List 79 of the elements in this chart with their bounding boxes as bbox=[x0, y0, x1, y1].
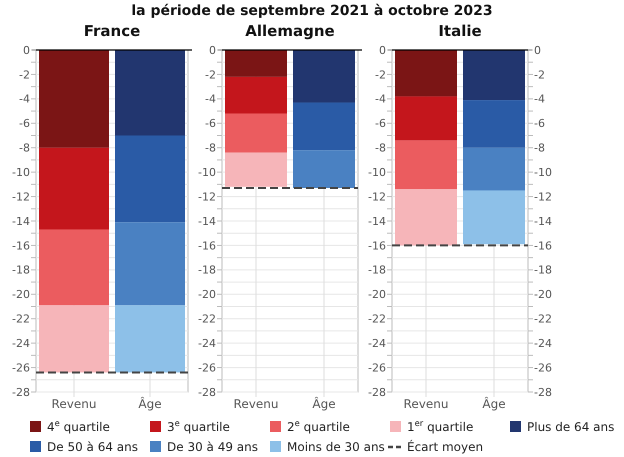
y2-tick-label: -2 bbox=[534, 68, 545, 82]
y-tick-label: -24 bbox=[198, 336, 216, 350]
x-tick-label: Âge bbox=[312, 396, 336, 411]
y-tick-label: -8 bbox=[19, 142, 30, 155]
y2-tick-label: -12 bbox=[534, 190, 552, 204]
y-tick-label: -22 bbox=[12, 312, 30, 326]
chart-title: France bbox=[84, 22, 140, 40]
y-tick-label: -24 bbox=[368, 336, 386, 350]
y-tick-label: -10 bbox=[198, 166, 216, 179]
y2-tick-label: -22 bbox=[534, 312, 552, 326]
legend-label: 1$^{er}$ quartile bbox=[407, 418, 474, 434]
y2-tick-label: -16 bbox=[534, 239, 552, 252]
y-tick-label: -2 bbox=[375, 68, 386, 82]
y2-tick-label: -8 bbox=[534, 142, 545, 155]
y2-tick-label: -14 bbox=[534, 214, 552, 228]
y-tick-label: -14 bbox=[198, 214, 216, 228]
y-tick-label: -20 bbox=[368, 288, 386, 302]
y-tick-label: -28 bbox=[198, 386, 216, 399]
y-tick-label: -2 bbox=[19, 68, 30, 82]
x-tick-label: Revenu bbox=[404, 397, 448, 411]
legend-label: De 30 à 49 ans bbox=[167, 440, 258, 454]
legend-label: Écart moyen bbox=[407, 439, 484, 454]
y2-tick-label: -24 bbox=[534, 336, 552, 350]
y-tick-label: -4 bbox=[375, 92, 386, 106]
y-tick-label: -6 bbox=[205, 117, 216, 130]
y-tick-label: -8 bbox=[375, 142, 386, 155]
y-tick-label: -26 bbox=[368, 361, 386, 374]
y-tick-label: -26 bbox=[12, 361, 30, 374]
y-tick-label: -12 bbox=[12, 190, 30, 204]
y-tick-label: -12 bbox=[198, 190, 216, 204]
y-tick-label: 0 bbox=[379, 44, 386, 57]
y-tick-label: -12 bbox=[368, 190, 386, 204]
x-tick-label: Revenu bbox=[234, 397, 278, 411]
y2-tick-label: -10 bbox=[534, 166, 552, 179]
x-tick-label: Âge bbox=[138, 396, 162, 411]
y2-tick-label: -6 bbox=[534, 117, 545, 130]
y-tick-label: 0 bbox=[209, 44, 216, 57]
y2-tick-label: 0 bbox=[534, 44, 541, 57]
x-tick-label: Âge bbox=[482, 396, 506, 411]
y-tick-label: -10 bbox=[368, 166, 386, 179]
legend-label: De 50 à 64 ans bbox=[47, 440, 138, 454]
y-tick-label: -20 bbox=[198, 288, 216, 302]
text: la période de septembre 2021 à octobre 2023 bbox=[131, 3, 493, 19]
y-tick-label: -18 bbox=[198, 264, 216, 277]
y-tick-label: -24 bbox=[12, 336, 30, 350]
legend-label: Plus de 64 ans bbox=[527, 420, 614, 434]
chart-title: Allemagne bbox=[245, 22, 335, 40]
y-tick-label: -22 bbox=[368, 312, 386, 326]
y-tick-label: -10 bbox=[12, 166, 30, 179]
y-tick-label: -6 bbox=[19, 117, 30, 130]
legend-label: 2$^{e}$ quartile bbox=[287, 418, 350, 434]
y-tick-label: 0 bbox=[23, 44, 30, 57]
y-tick-label: -18 bbox=[12, 264, 30, 277]
y-tick-label: -14 bbox=[12, 214, 30, 228]
y-tick-label: -28 bbox=[12, 386, 30, 399]
y2-tick-label: -4 bbox=[534, 92, 545, 106]
y-tick-label: -6 bbox=[375, 117, 386, 130]
y-tick-label: -16 bbox=[12, 239, 30, 252]
y-tick-label: -18 bbox=[368, 264, 386, 277]
y-tick-label: -20 bbox=[12, 288, 30, 302]
y-tick-label: -28 bbox=[368, 386, 386, 399]
y-tick-label: -14 bbox=[368, 214, 386, 228]
y-tick-label: -4 bbox=[19, 92, 30, 106]
y-tick-label: -22 bbox=[198, 312, 216, 326]
y2-tick-label: -26 bbox=[534, 361, 552, 374]
y-tick-label: -8 bbox=[205, 142, 216, 155]
y-tick-label: -4 bbox=[205, 92, 216, 106]
y-tick-label: -16 bbox=[368, 239, 386, 252]
y-tick-label: -26 bbox=[198, 361, 216, 374]
chart-title: Italie bbox=[438, 22, 482, 40]
legend-label: Moins de 30 ans bbox=[287, 440, 385, 454]
y2-tick-label: -28 bbox=[534, 386, 552, 399]
y-tick-label: -2 bbox=[205, 68, 216, 82]
legend-label: 4$^{e}$ quartile bbox=[47, 418, 110, 434]
y-tick-label: -16 bbox=[198, 239, 216, 252]
legend-label: 3$^{e}$ quartile bbox=[167, 418, 230, 434]
x-tick-label: Revenu bbox=[52, 397, 96, 411]
y2-tick-label: -20 bbox=[534, 288, 552, 302]
y2-tick-label: -18 bbox=[534, 264, 552, 277]
